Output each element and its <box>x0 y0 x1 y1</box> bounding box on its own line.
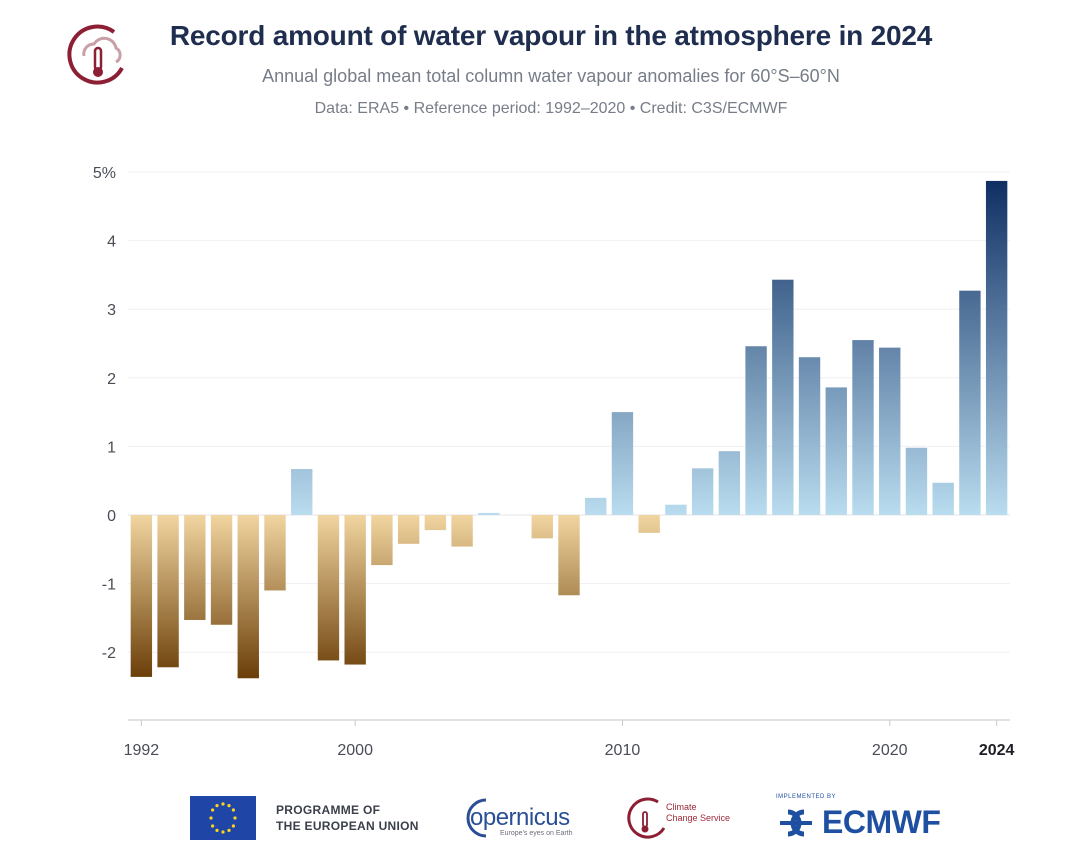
c3s-line-2: Change Service <box>666 813 731 823</box>
bar-1995 <box>210 515 233 625</box>
copernicus-tagline: Europe's eyes on Earth <box>500 830 573 837</box>
bar-1996 <box>237 515 259 679</box>
bar-2012 <box>665 504 687 515</box>
bar-2021 <box>905 447 928 515</box>
ecmwf-wordmark: ECMWF <box>822 804 941 840</box>
eu-line-1: PROGRAMME OF <box>276 803 381 817</box>
bar-chart: 5% 4 3 2 1 0 -1 -2 1992 2000 2010 2020 2024 <box>93 165 1015 759</box>
eu-line-2: THE EUROPEAN UNION <box>276 819 419 833</box>
bar-2014 <box>718 451 741 515</box>
x-tick-label: 2020 <box>872 742 908 759</box>
bar-2018 <box>825 387 847 515</box>
chart-title: Record amount of water vapour in the atm… <box>169 20 933 51</box>
bar-2002 <box>397 515 420 544</box>
ecmwf-logo-icon <box>780 809 812 837</box>
bar-2009 <box>585 497 607 515</box>
y-tick-label: 5% <box>93 165 116 182</box>
y-tick-label: -2 <box>102 645 116 662</box>
bar-2000 <box>344 515 366 665</box>
y-tick-label: -1 <box>102 577 116 594</box>
bar-2001 <box>371 515 393 566</box>
bar-2013 <box>691 468 714 515</box>
eu-programme-text: PROGRAMME OF THE EUROPEAN UNION <box>276 802 419 834</box>
bar-2005 <box>478 512 500 515</box>
bar-1998 <box>291 469 313 515</box>
bar-2019 <box>852 340 874 515</box>
bar-2007 <box>531 515 553 539</box>
bar-2024 <box>985 180 1008 516</box>
y-tick-label: 2 <box>107 371 116 388</box>
bar-1993 <box>157 515 179 668</box>
bar-2003 <box>424 515 447 531</box>
partner-logos: PROGRAMME OF THE EUROPEAN UNION opernicu… <box>0 778 1080 852</box>
x-tick-label: 2024 <box>979 742 1015 759</box>
bars <box>130 180 1008 679</box>
bar-2015 <box>745 346 767 515</box>
chart-header: Record amount of water vapour in the atm… <box>0 0 1080 140</box>
eu-flag-icon <box>190 796 256 840</box>
c3s-line-1: Climate <box>666 802 697 812</box>
copernicus-wordmark: opernicus <box>470 804 570 831</box>
axes: 5% 4 3 2 1 0 -1 -2 1992 2000 2010 2020 2024 <box>93 165 1015 759</box>
chart-credit: Data: ERA5 • Reference period: 1992–2020… <box>314 100 788 117</box>
x-tick-label: 2010 <box>605 742 641 759</box>
bar-2008 <box>558 515 580 596</box>
y-tick-label: 3 <box>107 302 116 319</box>
bar-2011 <box>638 515 660 533</box>
y-tick-label: 0 <box>107 508 116 525</box>
bar-2016 <box>772 279 794 515</box>
bar-1992 <box>130 515 153 677</box>
c3s-small-logo-icon <box>627 797 666 839</box>
x-tick-label: 1992 <box>124 742 160 759</box>
ecmwf-implemented-by: IMPLEMENTED BY <box>776 794 837 800</box>
bar-2023 <box>959 290 981 515</box>
bar-2010 <box>611 412 634 515</box>
copernicus-logo-icon <box>466 798 487 838</box>
bar-2020 <box>879 347 901 515</box>
c3s-wordmark: Climate Change Service <box>666 802 730 824</box>
bar-2004 <box>451 515 473 547</box>
y-tick-label: 4 <box>107 234 116 251</box>
bar-2017 <box>798 357 821 515</box>
bar-1997 <box>264 515 286 591</box>
bar-2022 <box>932 482 954 515</box>
x-tick-label: 2000 <box>337 742 373 759</box>
bar-1999 <box>317 515 340 661</box>
c3s-thermometer-logo-icon <box>67 24 124 85</box>
y-tick-label: 1 <box>107 439 116 456</box>
bar-1994 <box>184 515 206 620</box>
chart-subtitle: Annual global mean total column water va… <box>262 66 840 86</box>
